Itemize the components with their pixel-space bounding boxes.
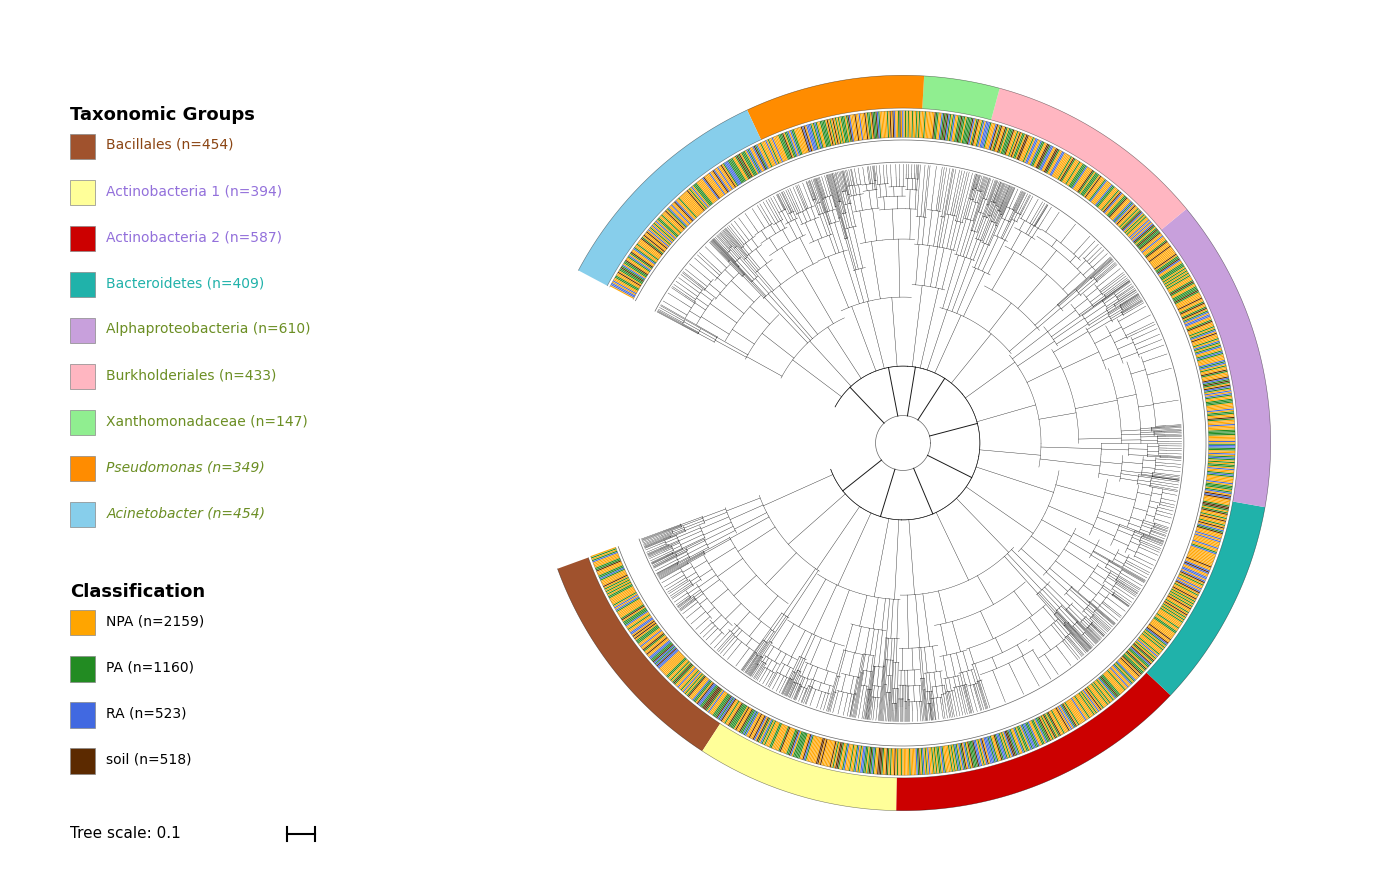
Text: Taxonomic Groups: Taxonomic Groups bbox=[70, 106, 255, 124]
Bar bbox=[70, 703, 95, 727]
Text: Pseudomonas (n=349): Pseudomonas (n=349) bbox=[106, 461, 265, 474]
Polygon shape bbox=[703, 724, 897, 811]
Text: Acinetobacter (n=454): Acinetobacter (n=454) bbox=[106, 507, 266, 520]
Bar bbox=[70, 226, 95, 251]
Polygon shape bbox=[578, 110, 762, 286]
Polygon shape bbox=[748, 75, 924, 140]
Bar bbox=[70, 610, 95, 635]
Polygon shape bbox=[923, 76, 1000, 120]
Polygon shape bbox=[1161, 209, 1271, 507]
Polygon shape bbox=[1147, 501, 1266, 696]
Bar bbox=[70, 180, 95, 205]
Bar bbox=[70, 410, 95, 435]
Polygon shape bbox=[896, 672, 1170, 811]
Text: Actinobacteria 2 (n=587): Actinobacteria 2 (n=587) bbox=[106, 230, 283, 244]
Text: Alphaproteobacteria (n=610): Alphaproteobacteria (n=610) bbox=[106, 323, 311, 336]
Circle shape bbox=[622, 162, 1184, 724]
Text: Bacteroidetes (n=409): Bacteroidetes (n=409) bbox=[106, 276, 265, 290]
Polygon shape bbox=[619, 140, 1205, 746]
Text: Burkholderiales (n=433): Burkholderiales (n=433) bbox=[106, 369, 277, 382]
Bar bbox=[70, 318, 95, 343]
Text: NPA (n=2159): NPA (n=2159) bbox=[106, 615, 204, 628]
Polygon shape bbox=[557, 557, 720, 751]
Bar bbox=[70, 502, 95, 527]
Text: Bacillales (n=454): Bacillales (n=454) bbox=[106, 138, 234, 152]
Text: soil (n=518): soil (n=518) bbox=[106, 753, 192, 766]
Bar bbox=[70, 272, 95, 297]
Bar bbox=[70, 657, 95, 681]
Text: Tree scale: 0.1: Tree scale: 0.1 bbox=[70, 827, 181, 841]
Text: Classification: Classification bbox=[70, 583, 206, 601]
Text: RA (n=523): RA (n=523) bbox=[106, 707, 188, 720]
Bar bbox=[70, 456, 95, 481]
Bar bbox=[70, 364, 95, 389]
Text: PA (n=1160): PA (n=1160) bbox=[106, 661, 195, 674]
Text: Actinobacteria 1 (n=394): Actinobacteria 1 (n=394) bbox=[106, 184, 283, 198]
Bar bbox=[70, 749, 95, 773]
Bar bbox=[70, 134, 95, 159]
Polygon shape bbox=[991, 89, 1187, 229]
Text: Xanthomonadaceae (n=147): Xanthomonadaceae (n=147) bbox=[106, 415, 308, 428]
